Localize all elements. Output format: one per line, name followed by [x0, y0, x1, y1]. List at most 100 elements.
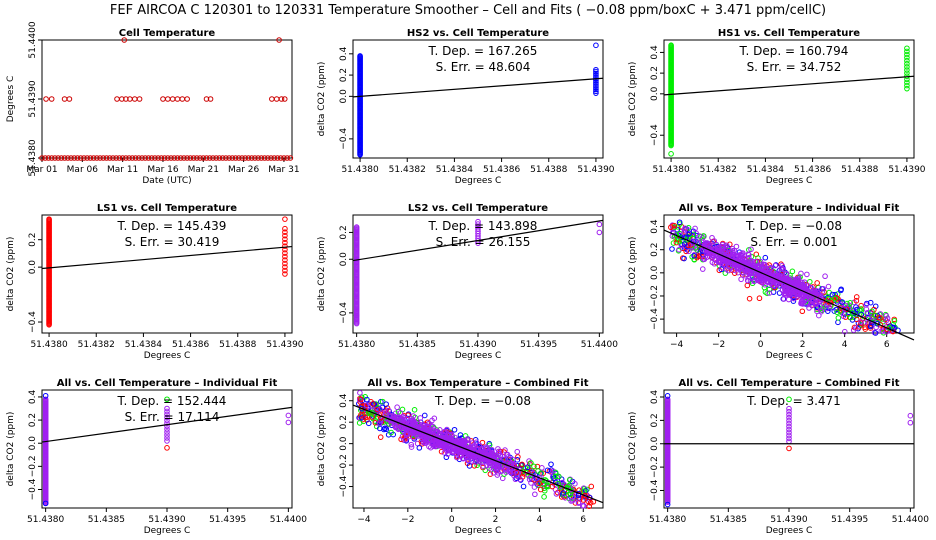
data-point — [282, 253, 288, 260]
data-point — [358, 405, 365, 412]
x-tick-label: −2 — [401, 515, 414, 525]
data-point — [385, 407, 392, 414]
data-point — [213, 155, 219, 161]
data-point — [514, 448, 521, 455]
data-point — [136, 96, 143, 102]
data-point — [847, 314, 854, 321]
data-point — [164, 408, 170, 415]
x-axis-label: Degrees C — [766, 526, 813, 536]
data-point — [904, 85, 910, 92]
data-point — [364, 396, 370, 403]
x-tick-label: −2 — [712, 340, 725, 350]
data-point — [436, 427, 443, 433]
data-point — [177, 155, 184, 161]
data-point — [465, 454, 471, 460]
x-tick-label: 51.4384 — [747, 165, 784, 175]
y-tick-label: 0.4 — [650, 45, 660, 60]
data-point — [496, 448, 502, 455]
data-point — [534, 475, 541, 482]
data-point — [245, 155, 252, 161]
panel-1: Cell Temperature Mar 01 Mar 06 Mar 11 Mar 16… — [6, 21, 300, 186]
data-point — [408, 444, 415, 450]
data-point — [691, 256, 698, 263]
data-point — [747, 258, 754, 265]
y-tick-label: 0.0 — [339, 252, 349, 267]
data-point — [282, 257, 288, 263]
data-point — [779, 262, 785, 269]
data-point — [858, 306, 864, 312]
data-point — [113, 155, 119, 161]
data-point — [822, 273, 828, 280]
data-point — [790, 298, 797, 304]
data-point — [711, 256, 718, 263]
data-point — [818, 308, 825, 315]
data-point — [281, 155, 287, 161]
x-tick-label: 51.4382 — [78, 340, 115, 350]
data-point — [74, 155, 81, 161]
data-point — [409, 418, 416, 424]
data-point — [593, 81, 599, 87]
data-point — [487, 462, 493, 469]
x-tick-label: 51.4382 — [700, 165, 737, 175]
y-tick-label: −0.4 — [28, 311, 38, 333]
data-point — [471, 462, 478, 469]
data-point — [503, 469, 510, 475]
data-point — [833, 306, 840, 313]
suptitle: FEF AIRCOA C 120301 to 120331 Temperatur… — [110, 3, 826, 18]
data-point — [97, 155, 103, 161]
y-tick-label: 0.0 — [650, 436, 660, 451]
data-point — [531, 484, 538, 490]
x-tick-label: 51.4395 — [520, 340, 557, 350]
x-tick-label: 0 — [758, 340, 764, 350]
y-tick-label: 0.4 — [339, 393, 349, 408]
y-tick-label: 51.4380 — [28, 139, 38, 176]
data-point — [362, 414, 369, 421]
data-point — [408, 441, 415, 448]
data-point — [439, 440, 445, 446]
data-point — [773, 262, 779, 268]
data-point — [835, 295, 841, 302]
y-tick-label: −0.2 — [650, 285, 660, 307]
data-point — [756, 295, 763, 302]
x-axis-label: Degrees C — [766, 351, 813, 361]
data-point — [42, 392, 49, 399]
x-tick-label: Mar 26 — [228, 165, 260, 175]
data-point — [164, 432, 170, 438]
panel-5: LS2 vs. Cell Temperature 51.4380 51.4385 51… — [317, 203, 618, 361]
data-point — [528, 460, 534, 466]
data-point — [786, 432, 792, 439]
data-point — [393, 423, 399, 430]
data-point — [735, 266, 741, 273]
data-point — [174, 155, 181, 161]
y-tick-label: −0.2 — [28, 455, 38, 477]
data-point — [891, 318, 898, 324]
data-point — [839, 299, 845, 305]
x-tick-label: 51.4380 — [30, 340, 67, 350]
data-point — [119, 155, 126, 161]
data-point — [206, 155, 213, 161]
data-point — [596, 221, 603, 228]
data-point — [390, 414, 397, 420]
data-point — [785, 291, 791, 297]
x-tick-label: 51.4395 — [831, 515, 868, 525]
data-point — [160, 96, 166, 102]
data-point — [904, 79, 910, 86]
data-point — [483, 444, 489, 450]
data-point — [676, 219, 683, 226]
data-point — [422, 425, 429, 432]
plot-frame — [663, 39, 915, 159]
data-point — [271, 155, 278, 161]
fit-annotation: S. Err. = 30.419 — [125, 235, 220, 249]
data-point — [596, 229, 603, 236]
data-point — [61, 96, 68, 102]
data-point — [588, 483, 595, 490]
data-point — [580, 497, 587, 503]
y-axis-label: delta CO2 (ppm) — [317, 412, 327, 487]
data-point — [751, 270, 758, 277]
data-point — [242, 155, 249, 161]
y-axis-label: delta CO2 (ppm) — [6, 412, 16, 487]
x-tick-label: 51.4400 — [270, 515, 307, 525]
data-point — [282, 250, 288, 256]
data-point — [799, 308, 806, 315]
